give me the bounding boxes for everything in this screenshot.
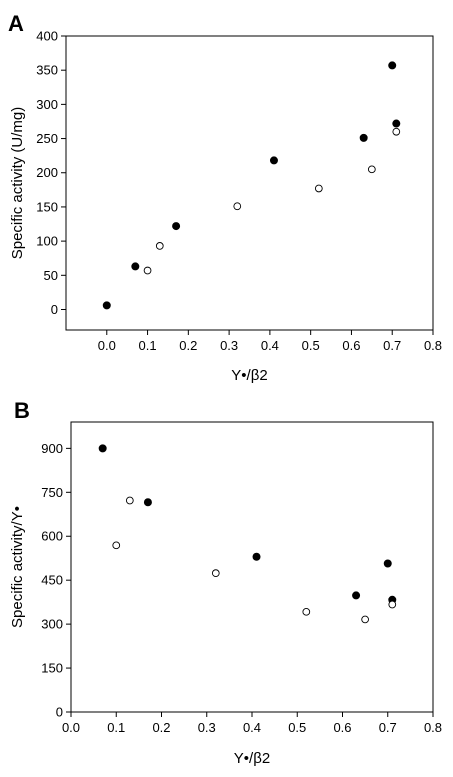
filled-data-point-a — [359, 133, 368, 142]
panel-label-a: A — [8, 11, 24, 36]
x-axis-label-b: Y•/β2 — [234, 750, 270, 767]
x-tick-label-b: 0.3 — [198, 720, 216, 735]
open-data-point-b — [361, 615, 369, 624]
y-tick-label-b: 0 — [56, 705, 63, 720]
x-tick-label-a: 0.2 — [179, 338, 197, 353]
open-data-point-b — [302, 607, 311, 616]
open-data-point-a — [233, 202, 242, 211]
open-data-point-b — [125, 496, 134, 505]
x-tick-label-a: 0.7 — [383, 338, 401, 353]
y-tick-label-b: 450 — [41, 573, 63, 588]
chart-a: 0.0 0.1 0.2 0.3 0.4 0.5 0.6 0.7 0.8 0 50 100 150 200 2… — [9, 29, 442, 385]
filled-data-point-b — [383, 559, 392, 568]
filled-data-point-a — [392, 119, 401, 128]
open-data-point-a — [155, 242, 164, 250]
filled-data-point-a — [172, 222, 181, 231]
filled-data-point-b — [252, 552, 261, 561]
open-data-point-b — [388, 600, 397, 609]
x-tick-label-b: 0.2 — [152, 720, 170, 735]
y-tick-label-b: 750 — [41, 485, 63, 500]
filled-data-point-b — [98, 444, 107, 453]
x-tick-label-b: 0.0 — [62, 720, 80, 735]
y-tick-label-a: 350 — [36, 63, 58, 78]
y-tick-label-a: 200 — [36, 165, 58, 180]
data-points-b — [98, 444, 397, 624]
open-data-point-a — [367, 165, 376, 174]
y-tick-label-a: 250 — [36, 131, 58, 146]
y-tick-label-a: 150 — [36, 199, 58, 214]
x-axis-label-a: Y•/β2 — [231, 367, 267, 384]
filled-data-point-b — [143, 498, 152, 507]
x-tick-label-b: 0.5 — [288, 720, 306, 735]
y-axis-label-b: Specific activity/Y• — [9, 506, 26, 628]
y-tick-label-b: 900 — [41, 441, 63, 456]
x-tick-label-a: 0.0 — [98, 338, 116, 353]
axis-ticks-a: 0.0 0.1 0.2 0.3 0.4 0.5 0.6 0.7 0.8 0 50 100 150 200 2… — [36, 29, 442, 354]
plot-frame-a — [65, 35, 434, 331]
x-tick-label-b: 0.1 — [107, 720, 125, 735]
filled-data-point-a — [131, 262, 140, 271]
chart-b: 0.0 0.1 0.2 0.3 0.4 0.5 0.6 0.7 0.8 0 150 300 450 600… — [9, 421, 442, 767]
filled-data-point-b — [352, 591, 361, 600]
axis-ticks-b: 0.0 0.1 0.2 0.3 0.4 0.5 0.6 0.7 0.8 0 150 300 450 600… — [41, 441, 442, 735]
x-tick-label-a: 0.3 — [220, 338, 238, 353]
plot-frame-b — [70, 421, 434, 713]
open-data-point-b — [211, 569, 220, 578]
y-tick-label-b: 150 — [41, 661, 63, 676]
y-tick-label-a: 50 — [44, 268, 58, 283]
filled-data-point-a — [102, 301, 111, 310]
open-data-point-a — [143, 266, 152, 275]
panel-label-b: B — [14, 398, 30, 423]
y-tick-label-a: 300 — [36, 97, 58, 112]
x-tick-label-a: 0.1 — [139, 338, 157, 353]
x-tick-label-b: 0.6 — [333, 720, 351, 735]
x-tick-label-b: 0.7 — [379, 720, 397, 735]
y-tick-label-a: 400 — [36, 29, 58, 44]
open-data-point-a — [314, 184, 323, 193]
x-tick-label-a: 0.4 — [261, 338, 279, 353]
x-tick-label-b: 0.4 — [243, 720, 261, 735]
x-tick-label-a: 0.5 — [302, 338, 320, 353]
open-data-point-b — [112, 541, 121, 550]
filled-data-point-a — [269, 156, 278, 165]
x-tick-label-a: 0.8 — [424, 338, 442, 353]
x-tick-label-b: 0.8 — [424, 720, 442, 735]
filled-data-point-a — [388, 61, 397, 70]
y-axis-label-a: Specific activity (U/mg) — [9, 107, 26, 260]
y-tick-label-b: 600 — [41, 529, 63, 544]
open-data-point-a — [392, 127, 401, 136]
y-tick-label-a: 100 — [36, 234, 58, 249]
data-points-a — [102, 61, 401, 310]
y-tick-label-a: 0 — [51, 302, 58, 317]
x-tick-label-a: 0.6 — [342, 338, 360, 353]
y-tick-label-b: 300 — [41, 617, 63, 632]
